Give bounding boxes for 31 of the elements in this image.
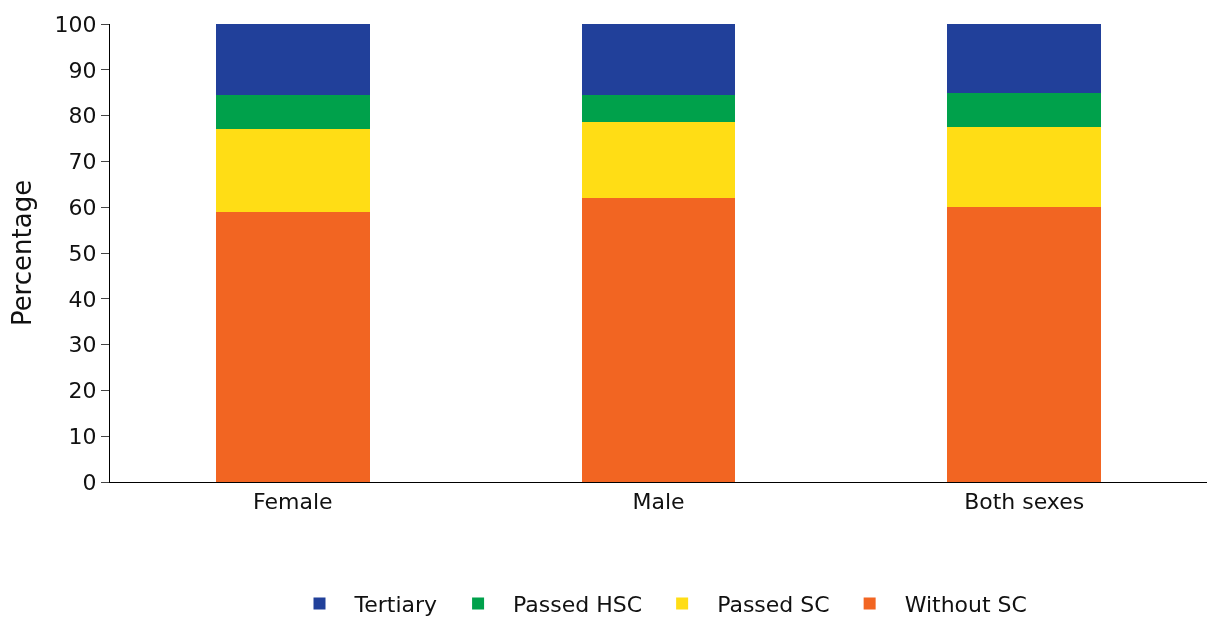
y-tick-label: 70: [68, 149, 97, 175]
y-tick-label: 0: [82, 469, 97, 495]
legend-label: Passed HSC: [513, 592, 643, 618]
bar: [581, 94, 736, 123]
y-tick-label: 100: [54, 11, 97, 37]
bar: [216, 94, 370, 130]
bar: [947, 24, 1101, 93]
x-tick-label: Female: [253, 489, 333, 515]
bar: [947, 127, 1101, 208]
y-tick-label: 80: [68, 103, 97, 129]
bar: [216, 129, 370, 212]
bar: [947, 207, 1101, 482]
y-tick-label: 30: [68, 332, 97, 358]
y-tick-label: 10: [68, 423, 97, 449]
x-tick-label: Both sexes: [964, 489, 1085, 515]
y-tick-label: 20: [68, 378, 97, 404]
bar: [216, 24, 370, 95]
y-axis-title: Percentage: [7, 179, 37, 327]
y-tick-label: 90: [68, 57, 97, 83]
y-tick-label: 60: [68, 194, 97, 220]
legend-label: Passed SC: [717, 592, 830, 618]
y-tick-label: 50: [68, 240, 97, 266]
legend-label: Without SC: [904, 592, 1027, 618]
bar: [216, 211, 370, 482]
bar: [581, 24, 736, 95]
bar: [581, 198, 736, 482]
y-tick-label: 40: [68, 286, 97, 312]
bar: [947, 92, 1101, 128]
bar: [581, 122, 736, 199]
x-tick-label: Male: [632, 489, 685, 515]
legend-label: Tertiary: [353, 592, 438, 618]
